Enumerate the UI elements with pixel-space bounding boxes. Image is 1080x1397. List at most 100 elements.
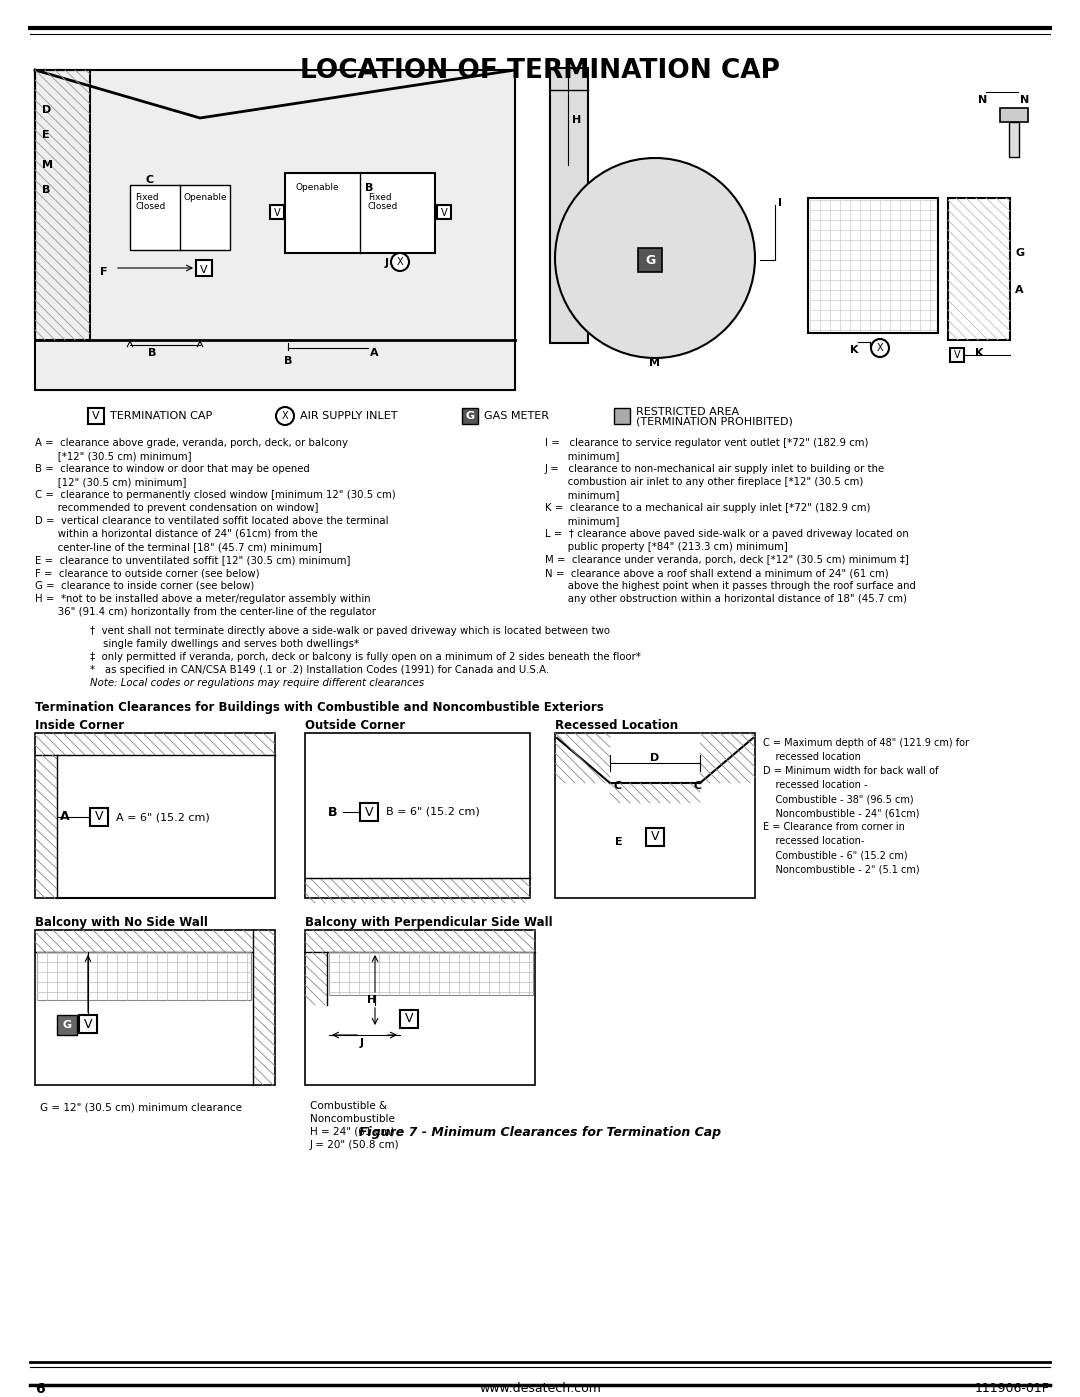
Text: center-line of the terminal [18" (45.7 cm) minimum]: center-line of the terminal [18" (45.7 c… bbox=[35, 542, 322, 552]
Text: G: G bbox=[465, 411, 474, 420]
Text: C: C bbox=[145, 175, 153, 184]
Circle shape bbox=[870, 339, 889, 358]
Text: *   as specified in CAN/CSA B149 (.1 or .2) Installation Codes (1991) for Canada: * as specified in CAN/CSA B149 (.1 or .2… bbox=[90, 665, 549, 675]
Text: G: G bbox=[63, 1020, 71, 1030]
Bar bbox=[305, 930, 535, 1085]
Text: B: B bbox=[148, 348, 157, 358]
Text: V: V bbox=[405, 1013, 414, 1025]
Text: V: V bbox=[273, 208, 281, 218]
Text: Balcony with Perpendicular Side Wall: Balcony with Perpendicular Side Wall bbox=[305, 916, 553, 929]
Bar bbox=[130, 184, 230, 250]
Circle shape bbox=[276, 407, 294, 425]
Text: K: K bbox=[975, 348, 984, 358]
Text: Balcony with No Side Wall: Balcony with No Side Wall bbox=[35, 916, 207, 929]
Bar bbox=[35, 930, 275, 1085]
Text: [*12" (30.5 cm) minimum]: [*12" (30.5 cm) minimum] bbox=[35, 451, 191, 461]
Text: Noncombustible - 24" (61cm): Noncombustible - 24" (61cm) bbox=[762, 807, 919, 819]
Text: GAS METER: GAS METER bbox=[484, 411, 549, 420]
Text: E: E bbox=[615, 837, 623, 847]
Text: D: D bbox=[42, 105, 51, 115]
Bar bbox=[37, 951, 251, 1000]
Bar bbox=[615, 408, 630, 425]
Bar bbox=[79, 1016, 97, 1032]
Bar bbox=[305, 733, 530, 898]
Text: Inside Corner: Inside Corner bbox=[35, 719, 124, 732]
Bar bbox=[270, 205, 284, 219]
Bar bbox=[462, 408, 478, 425]
Text: within a horizontal distance of 24" (61cm) from the: within a horizontal distance of 24" (61c… bbox=[35, 529, 318, 539]
Text: A =  clearance above grade, veranda, porch, deck, or balcony: A = clearance above grade, veranda, porc… bbox=[35, 439, 348, 448]
Bar bbox=[329, 951, 534, 995]
Text: I =   clearance to service regulator vent outlet [*72" (182.9 cm): I = clearance to service regulator vent … bbox=[545, 439, 868, 448]
Text: V: V bbox=[84, 1017, 92, 1031]
Text: B: B bbox=[328, 806, 338, 819]
Text: Note: Local codes or regulations may require different clearances: Note: Local codes or regulations may req… bbox=[90, 678, 424, 687]
Text: Combustible &: Combustible & bbox=[310, 1101, 387, 1111]
Bar bbox=[285, 173, 435, 253]
Text: H = 24" (61 cm): H = 24" (61 cm) bbox=[310, 1127, 394, 1137]
Text: N: N bbox=[978, 95, 987, 105]
Text: single family dwellings and serves both dwellings*: single family dwellings and serves both … bbox=[90, 638, 360, 650]
Text: G =  clearance to inside corner (see below): G = clearance to inside corner (see belo… bbox=[35, 581, 255, 591]
Bar bbox=[195, 260, 212, 277]
Bar bbox=[646, 828, 664, 847]
Text: 6: 6 bbox=[35, 1382, 44, 1396]
Text: V: V bbox=[651, 830, 659, 844]
Bar bbox=[90, 807, 108, 826]
Text: D = Minimum width for back wall of: D = Minimum width for back wall of bbox=[762, 766, 939, 775]
Bar bbox=[57, 1016, 77, 1035]
Text: Closed: Closed bbox=[135, 203, 165, 211]
Bar bbox=[35, 70, 515, 390]
Text: TERMINATION CAP: TERMINATION CAP bbox=[110, 411, 213, 420]
Bar bbox=[360, 803, 378, 821]
Text: X: X bbox=[396, 257, 403, 267]
Text: M: M bbox=[42, 161, 53, 170]
Text: D =  vertical clearance to ventilated soffit located above the terminal: D = vertical clearance to ventilated sof… bbox=[35, 515, 389, 527]
Text: Closed: Closed bbox=[368, 203, 399, 211]
Circle shape bbox=[391, 253, 409, 271]
Bar bbox=[400, 1010, 418, 1028]
Text: Figure 7 - Minimum Clearances for Termination Cap: Figure 7 - Minimum Clearances for Termin… bbox=[359, 1126, 721, 1139]
Text: K: K bbox=[850, 345, 859, 355]
Text: recommended to prevent condensation on window]: recommended to prevent condensation on w… bbox=[35, 503, 319, 513]
Text: Noncombustible - 2" (5.1 cm): Noncombustible - 2" (5.1 cm) bbox=[762, 863, 920, 875]
Text: B =  clearance to window or door that may be opened: B = clearance to window or door that may… bbox=[35, 464, 310, 474]
Text: D: D bbox=[650, 753, 660, 763]
Text: any other obstruction within a horizontal distance of 18" (45.7 cm): any other obstruction within a horizonta… bbox=[545, 594, 907, 604]
Text: A: A bbox=[370, 348, 379, 358]
Text: L =  † clearance above paved side-walk or a paved driveway located on: L = † clearance above paved side-walk or… bbox=[545, 529, 908, 539]
Text: Fixed: Fixed bbox=[135, 193, 159, 203]
Text: J = 20" (50.8 cm): J = 20" (50.8 cm) bbox=[310, 1140, 400, 1150]
Text: Termination Clearances for Buildings with Combustible and Noncombustible Exterio: Termination Clearances for Buildings wit… bbox=[35, 701, 604, 714]
Text: E = Clearance from corner in: E = Clearance from corner in bbox=[762, 821, 905, 833]
Text: RESTRICTED AREA: RESTRICTED AREA bbox=[636, 407, 739, 416]
Text: N: N bbox=[1020, 95, 1029, 105]
Bar bbox=[87, 408, 104, 425]
Bar bbox=[437, 205, 451, 219]
Bar bbox=[808, 198, 939, 332]
Text: minimum]: minimum] bbox=[545, 515, 620, 527]
Text: F: F bbox=[100, 267, 108, 277]
Text: A = 6" (15.2 cm): A = 6" (15.2 cm) bbox=[116, 812, 210, 821]
Text: [12" (30.5 cm) minimum]: [12" (30.5 cm) minimum] bbox=[35, 476, 187, 488]
Text: F =  clearance to outside corner (see below): F = clearance to outside corner (see bel… bbox=[35, 569, 259, 578]
Text: X: X bbox=[877, 344, 883, 353]
Text: Fixed: Fixed bbox=[368, 193, 392, 203]
Text: Openable: Openable bbox=[295, 183, 339, 191]
Text: V: V bbox=[954, 351, 960, 360]
Text: recessed location -: recessed location - bbox=[762, 780, 867, 789]
Bar bbox=[950, 348, 964, 362]
Text: †  vent shall not terminate directly above a side-walk or paved driveway which i: † vent shall not terminate directly abov… bbox=[90, 626, 610, 636]
Bar bbox=[1009, 122, 1020, 156]
Text: B: B bbox=[284, 356, 293, 366]
Text: N =  clearance above a roof shall extend a minimum of 24" (61 cm): N = clearance above a roof shall extend … bbox=[545, 569, 889, 578]
Text: I: I bbox=[778, 198, 782, 208]
Text: X: X bbox=[282, 411, 288, 420]
Text: public property [*84" (213.3 cm) minimum]: public property [*84" (213.3 cm) minimum… bbox=[545, 542, 788, 552]
Text: B: B bbox=[365, 183, 374, 193]
Text: LOCATION OF TERMINATION CAP: LOCATION OF TERMINATION CAP bbox=[300, 59, 780, 84]
Text: H: H bbox=[572, 115, 581, 124]
Text: B = 6" (15.2 cm): B = 6" (15.2 cm) bbox=[386, 807, 480, 817]
Bar bbox=[35, 70, 90, 339]
Text: H: H bbox=[367, 995, 376, 1004]
